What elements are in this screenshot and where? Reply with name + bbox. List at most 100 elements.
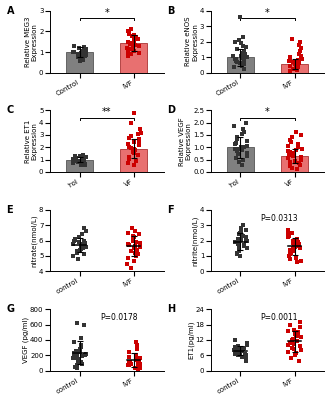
Point [292,248,297,254]
Point [82,160,87,166]
Point [70,240,76,247]
Point [241,129,246,135]
Point [72,152,78,159]
Point [78,54,83,61]
Point [129,225,134,232]
Point [234,136,239,142]
Point [84,46,89,52]
Point [82,52,88,59]
Y-axis label: Relative eNOS
Expression: Relative eNOS Expression [185,17,198,66]
Point [233,38,238,45]
Point [287,149,293,156]
Point [82,48,87,54]
Point [299,145,304,152]
Point [125,254,130,261]
Point [125,160,130,166]
Point [129,248,134,254]
Point [285,231,290,238]
Point [138,244,143,250]
Point [287,247,292,253]
Point [137,358,142,364]
Point [289,164,295,171]
Point [289,355,294,361]
Point [296,240,301,247]
Point [288,54,293,60]
Point [72,238,77,244]
Point [293,352,298,358]
Text: D: D [167,105,175,115]
Point [72,156,77,162]
Point [296,141,301,148]
Point [235,46,240,52]
Point [137,43,142,49]
Point [292,244,298,250]
Point [291,244,296,251]
Point [285,328,290,334]
Point [77,346,82,352]
Point [291,237,296,244]
Point [298,52,303,59]
Point [128,361,133,367]
Point [76,53,81,59]
Point [286,233,292,239]
Bar [120,148,147,172]
Point [242,143,247,150]
Point [288,250,294,256]
Point [289,337,295,343]
Point [137,357,142,364]
Text: *: * [104,8,109,18]
Point [73,348,78,354]
Point [285,342,291,348]
Point [242,66,247,72]
Point [288,63,293,70]
Bar [227,57,254,72]
Point [127,349,132,356]
Point [81,44,86,50]
Point [79,344,84,350]
Point [134,247,139,253]
Point [234,58,239,64]
Point [125,52,131,59]
Point [290,150,295,157]
Point [81,152,86,158]
Point [234,251,239,258]
Point [76,54,81,60]
Point [242,242,247,248]
Point [76,45,82,51]
Point [80,159,85,166]
Point [296,60,301,66]
Point [126,135,132,141]
Point [285,148,291,154]
Point [244,120,249,126]
Point [291,326,296,333]
Point [78,50,83,56]
Point [287,56,292,62]
Point [245,238,250,244]
Point [84,351,89,357]
Text: *: * [265,8,270,18]
Point [245,341,250,347]
Point [125,38,130,45]
Point [126,242,132,248]
Point [135,360,141,366]
Point [298,258,303,264]
Point [74,365,80,372]
Point [137,231,142,238]
Point [131,110,136,116]
Point [291,58,296,65]
Text: **: ** [102,107,112,117]
Point [241,344,246,351]
Point [295,236,300,242]
Point [130,148,135,155]
Point [70,156,76,162]
Point [72,354,78,361]
Point [244,153,249,159]
Point [130,44,136,50]
Point [71,338,76,345]
Point [298,154,303,160]
Point [133,253,139,259]
Point [234,250,240,256]
Point [233,346,239,352]
Point [294,259,299,265]
Point [238,145,244,151]
